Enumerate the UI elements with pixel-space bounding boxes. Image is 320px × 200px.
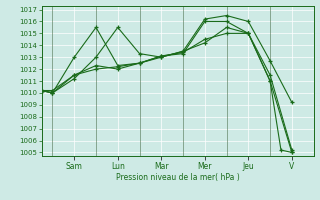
X-axis label: Pression niveau de la mer( hPa ): Pression niveau de la mer( hPa ) [116,173,239,182]
